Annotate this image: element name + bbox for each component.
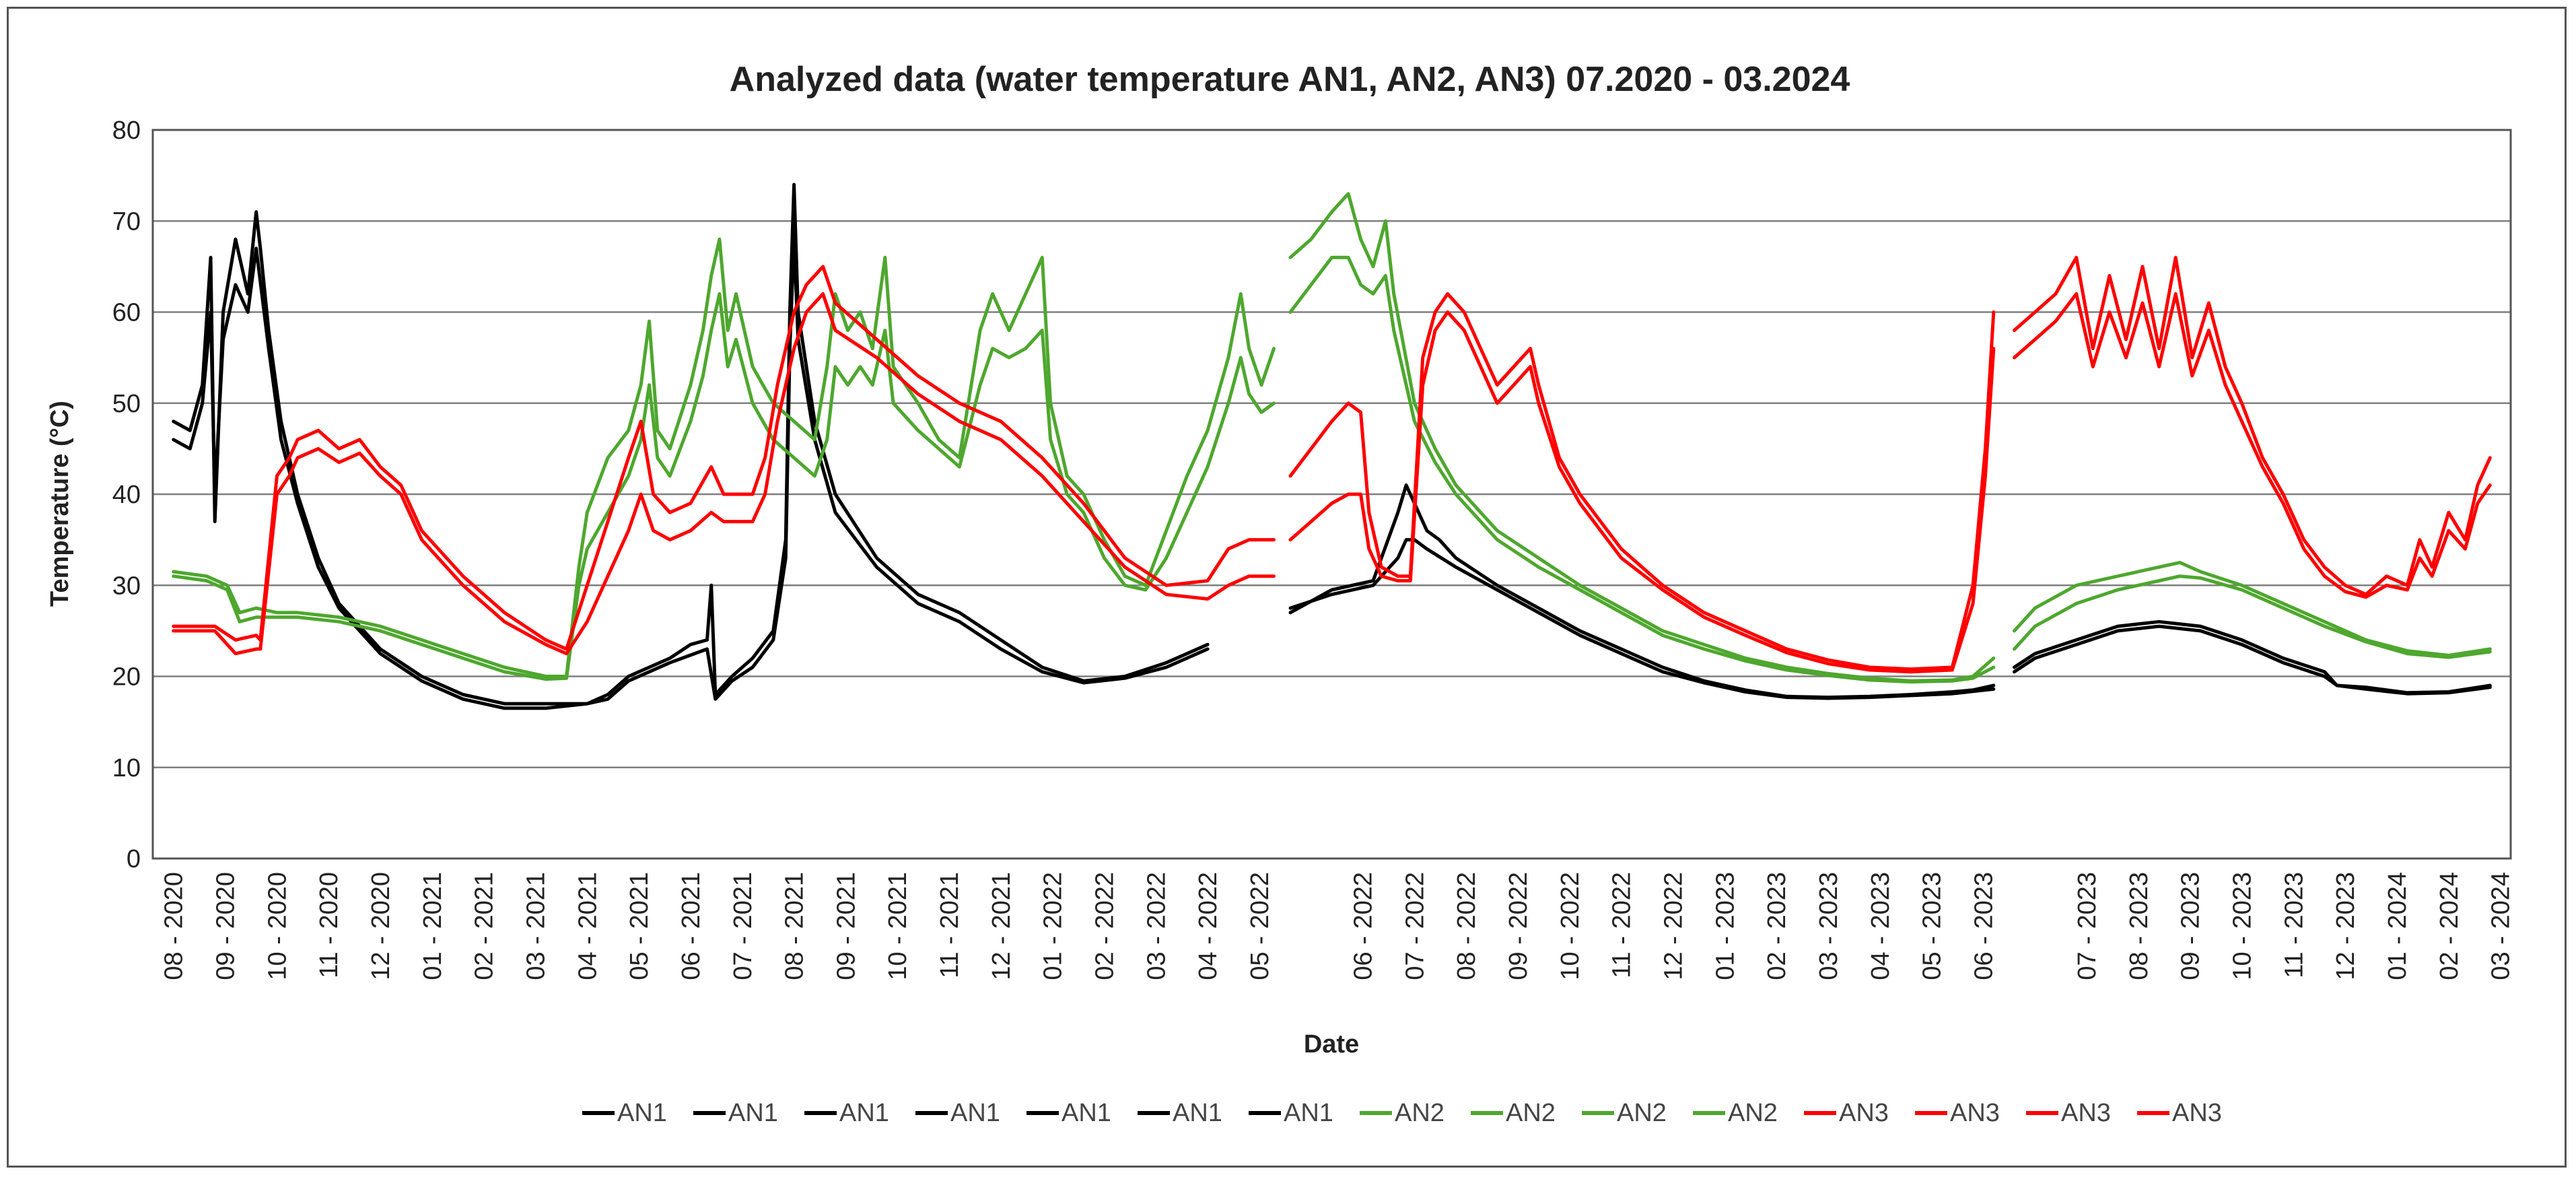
x-tick-label: 01 - 2022	[1039, 872, 1068, 980]
x-tick-label: 01 - 2024	[2383, 872, 2412, 980]
x-tick-label: 08 - 2022	[1453, 872, 1481, 980]
y-tick-label: 80	[112, 116, 141, 145]
x-tick-label: 03 - 2024	[2487, 872, 2515, 980]
series-line-an1	[172, 237, 1210, 710]
x-tick-label: 08 - 2020	[160, 872, 188, 980]
series-line-an2	[1288, 192, 1996, 683]
legend-label: AN3	[1950, 1099, 2000, 1127]
x-axis-ticks: 08 - 2020 09 - 2020 10 - 2020 11 - 2020 12 -…	[160, 872, 2515, 980]
series-line-an2	[172, 292, 1276, 681]
x-tick-label: 10 - 2020	[263, 872, 291, 980]
x-tick-label: 07 - 2021	[729, 872, 757, 980]
legend-label: AN1	[1061, 1099, 1111, 1127]
legend-label: AN1	[728, 1099, 778, 1127]
x-tick-label: 04 - 2021	[573, 872, 602, 980]
chart-canvas: Analyzed data (water temperature AN1, AN…	[46, 60, 2515, 1127]
series-layer	[172, 182, 2492, 710]
legend-label: AN1	[617, 1099, 667, 1127]
x-tick-label: 12 - 2023	[2332, 872, 2360, 980]
series-line-an1	[172, 182, 1210, 706]
x-tick-label: 03 - 2021	[522, 872, 550, 980]
series-line-an1	[1288, 538, 1996, 700]
x-tick-label: 09 - 2023	[2177, 872, 2205, 980]
x-tick-label: 08 - 2023	[2125, 872, 2153, 980]
x-tick-label: 10 - 2022	[1556, 872, 1585, 980]
x-tick-label: 09 - 2020	[212, 872, 240, 980]
series-line-an3	[172, 265, 1276, 651]
series-line-an2	[2013, 560, 2492, 657]
legend: AN1 AN1 AN1 AN1 AN1 AN1 AN1 AN2 AN2 AN2 AN2 AN3 AN3 A…	[582, 1099, 2222, 1127]
legend-label: AN1	[839, 1099, 889, 1127]
x-axis-label: Date	[1304, 1030, 1359, 1058]
y-axis-ticks: 0 10 20 30 40 50 60 70 80	[112, 116, 141, 873]
y-tick-label: 20	[112, 663, 141, 692]
x-tick-label: 02 - 2023	[1763, 872, 1791, 980]
legend-label: AN3	[2061, 1099, 2111, 1127]
legend-label: AN1	[1173, 1099, 1222, 1127]
legend-label: AN1	[950, 1099, 1000, 1127]
x-tick-label: 02 - 2024	[2435, 872, 2464, 980]
x-tick-label: 11 - 2022	[1608, 872, 1636, 978]
legend-label: AN1	[1284, 1099, 1333, 1127]
x-tick-label: 10 - 2021	[884, 872, 912, 980]
x-tick-label: 07 - 2023	[2073, 872, 2101, 980]
x-tick-label: 06 - 2021	[677, 872, 705, 980]
legend-label: AN2	[1728, 1099, 1778, 1127]
x-tick-label: 11 - 2023	[2280, 872, 2308, 978]
x-tick-label: 06 - 2022	[1350, 872, 1378, 980]
x-tick-label: 11 - 2021	[936, 872, 964, 978]
x-tick-label: 09 - 2021	[832, 872, 860, 980]
x-tick-label: 03 - 2022	[1142, 872, 1171, 980]
series-line-an2	[1288, 255, 1996, 684]
series-line-an3	[172, 292, 1276, 656]
x-tick-label: 11 - 2020	[315, 872, 343, 978]
legend-label: AN2	[1506, 1099, 1556, 1127]
series-line-an2	[172, 237, 1276, 678]
series-line-an3	[1288, 310, 1996, 674]
legend-label: AN3	[2172, 1099, 2222, 1127]
chart-title: Analyzed data (water temperature AN1, AN…	[730, 60, 1850, 99]
x-tick-label: 07 - 2022	[1401, 872, 1429, 980]
y-tick-label: 40	[112, 481, 141, 509]
y-tick-label: 10	[112, 754, 141, 782]
y-tick-label: 70	[112, 207, 141, 236]
x-tick-label: 12 - 2020	[367, 872, 395, 980]
series-line-an1	[2013, 624, 2492, 696]
series-line-an3	[2013, 292, 2492, 599]
series-line-an1	[1288, 483, 1996, 700]
y-tick-label: 50	[112, 390, 141, 418]
series-line-an3	[2013, 255, 2492, 597]
y-tick-label: 0	[127, 845, 141, 873]
x-tick-label: 12 - 2022	[1660, 872, 1688, 980]
x-tick-label: 09 - 2022	[1504, 872, 1533, 980]
series-line-an1	[2013, 619, 2492, 695]
x-tick-label: 12 - 2021	[987, 872, 1016, 980]
x-tick-label: 05 - 2021	[625, 872, 654, 980]
y-axis-label: Temperature (°C)	[46, 401, 74, 607]
series-line-an3	[1288, 292, 1996, 671]
x-tick-label: 02 - 2021	[471, 872, 499, 980]
legend-label: AN2	[1395, 1099, 1444, 1127]
x-tick-label: 02 - 2022	[1090, 872, 1119, 980]
plot-area-border	[151, 129, 2512, 860]
x-tick-label: 03 - 2023	[1815, 872, 1843, 980]
legend-label: AN2	[1617, 1099, 1667, 1127]
grid-lines	[153, 220, 2511, 768]
series-line-an2	[2013, 574, 2492, 659]
chart-frame: Analyzed data (water temperature AN1, AN…	[7, 7, 2567, 1168]
x-tick-label: 04 - 2023	[1867, 872, 1895, 980]
x-tick-label: 10 - 2023	[2229, 872, 2257, 980]
y-tick-label: 30	[112, 572, 141, 600]
x-tick-label: 01 - 2021	[419, 872, 447, 980]
x-tick-label: 04 - 2022	[1194, 872, 1222, 980]
x-tick-label: 06 - 2023	[1970, 872, 1998, 980]
y-tick-label: 60	[112, 299, 141, 327]
x-tick-label: 05 - 2022	[1246, 872, 1274, 980]
x-tick-label: 05 - 2023	[1918, 872, 1947, 980]
x-tick-label: 08 - 2021	[781, 872, 809, 980]
legend-label: AN3	[1839, 1099, 1889, 1127]
x-tick-label: 01 - 2023	[1711, 872, 1739, 980]
